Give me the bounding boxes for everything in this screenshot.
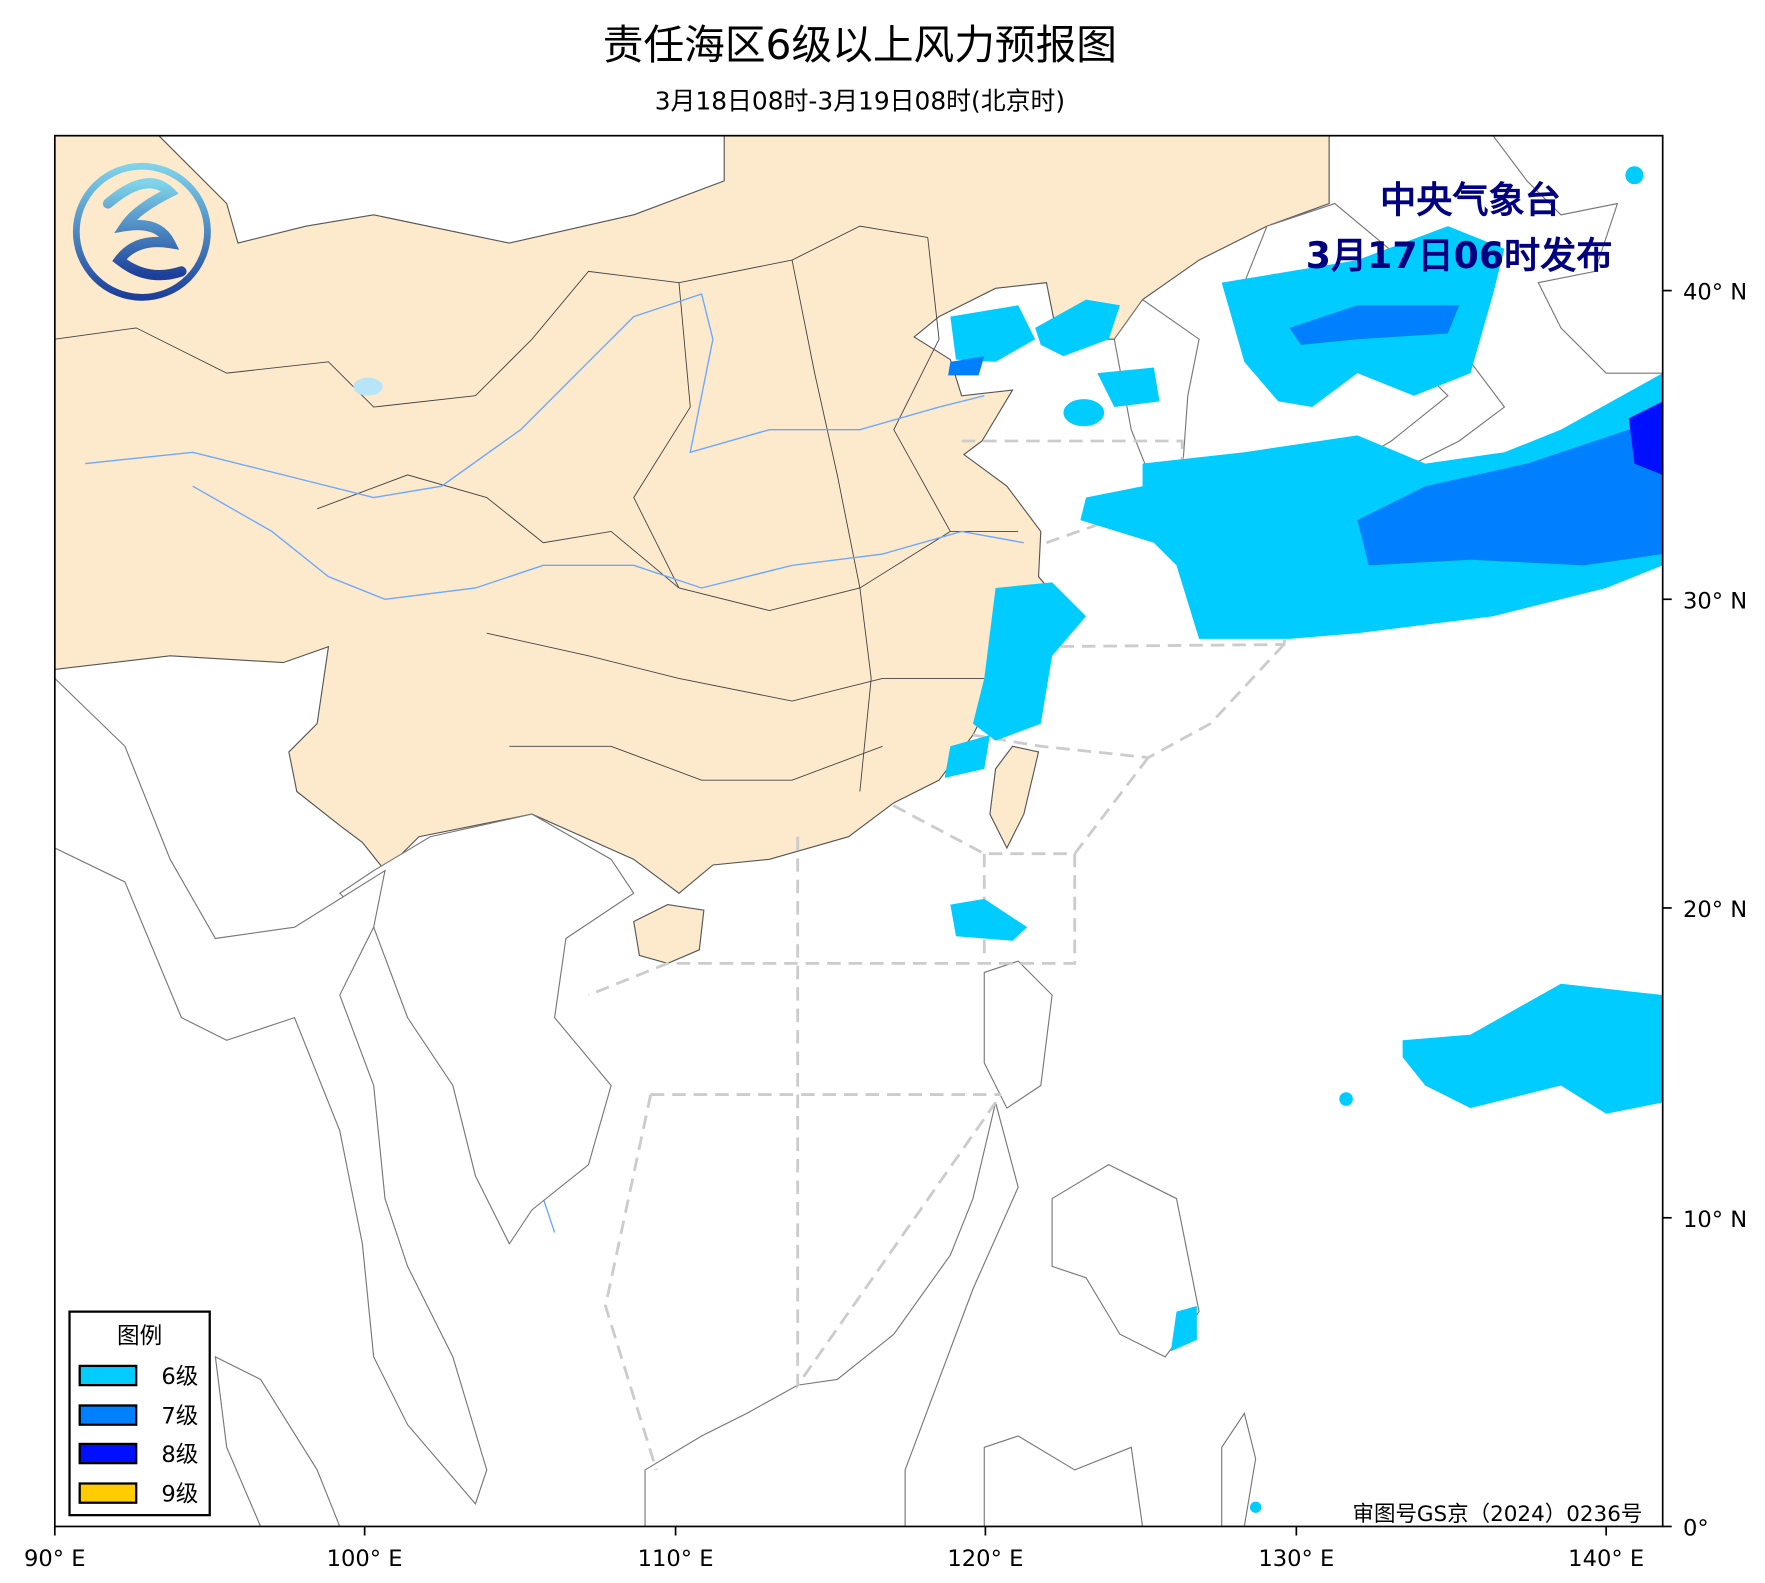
x-tick-label: 110° E [638, 1546, 714, 1572]
y-tick-label: 30° N [1683, 588, 1747, 614]
hainan-island [633, 903, 705, 964]
legend-swatch-7 [78, 1404, 138, 1426]
cma-logo [72, 162, 211, 301]
legend-label-6: 6级 [161, 1364, 198, 1390]
wind-level-8-areas [1628, 401, 1663, 475]
legend-swatch-9 [78, 1482, 138, 1504]
map-subtitle: 3月18日08时-3月19日08时(北京时) [655, 87, 1065, 116]
province-boundaries [54, 225, 1019, 792]
taiwan-island [989, 745, 1040, 850]
x-tick-label: 100° E [327, 1546, 403, 1572]
y-tick-label: 10° N [1683, 1207, 1747, 1233]
approval-number: 审图号GS京（2024）0236号 [1353, 1502, 1643, 1527]
y-tick-label: 0° [1683, 1516, 1709, 1542]
legend-title: 图例 [117, 1323, 162, 1349]
publisher-name: 中央气象台 [1380, 179, 1561, 222]
legend: 图例 6级 7级 8级 9级 [68, 1310, 211, 1517]
x-axis [53, 1526, 1608, 1536]
legend-swatch-8 [78, 1442, 138, 1465]
legend-label-7: 7级 [161, 1404, 198, 1430]
legend-label-9: 9级 [161, 1482, 198, 1508]
wind-level-7-areas [948, 305, 1663, 566]
x-tick-label: 130° E [1258, 1546, 1334, 1572]
issue-time: 3月17日06时发布 [1306, 234, 1613, 277]
legend-swatch-6 [78, 1364, 138, 1387]
y-tick-label: 40° N [1683, 280, 1747, 306]
x-tick-label: 140° E [1568, 1546, 1644, 1572]
x-tick-label: 120° E [947, 1546, 1023, 1572]
map-area [54, 135, 1663, 1527]
map-frame [53, 134, 1664, 1528]
y-tick-label: 20° N [1683, 897, 1747, 923]
sea-zone-boundaries [587, 439, 1303, 1471]
wind-level-6-areas [944, 166, 1663, 1513]
x-tick-label: 90° E [24, 1546, 86, 1572]
china-land [54, 135, 1330, 894]
qinghai-lake [353, 377, 383, 396]
y-axis [1662, 289, 1672, 1528]
legend-label-8: 8级 [161, 1442, 198, 1468]
map-title: 责任海区6级以上风力预报图 [603, 21, 1117, 69]
